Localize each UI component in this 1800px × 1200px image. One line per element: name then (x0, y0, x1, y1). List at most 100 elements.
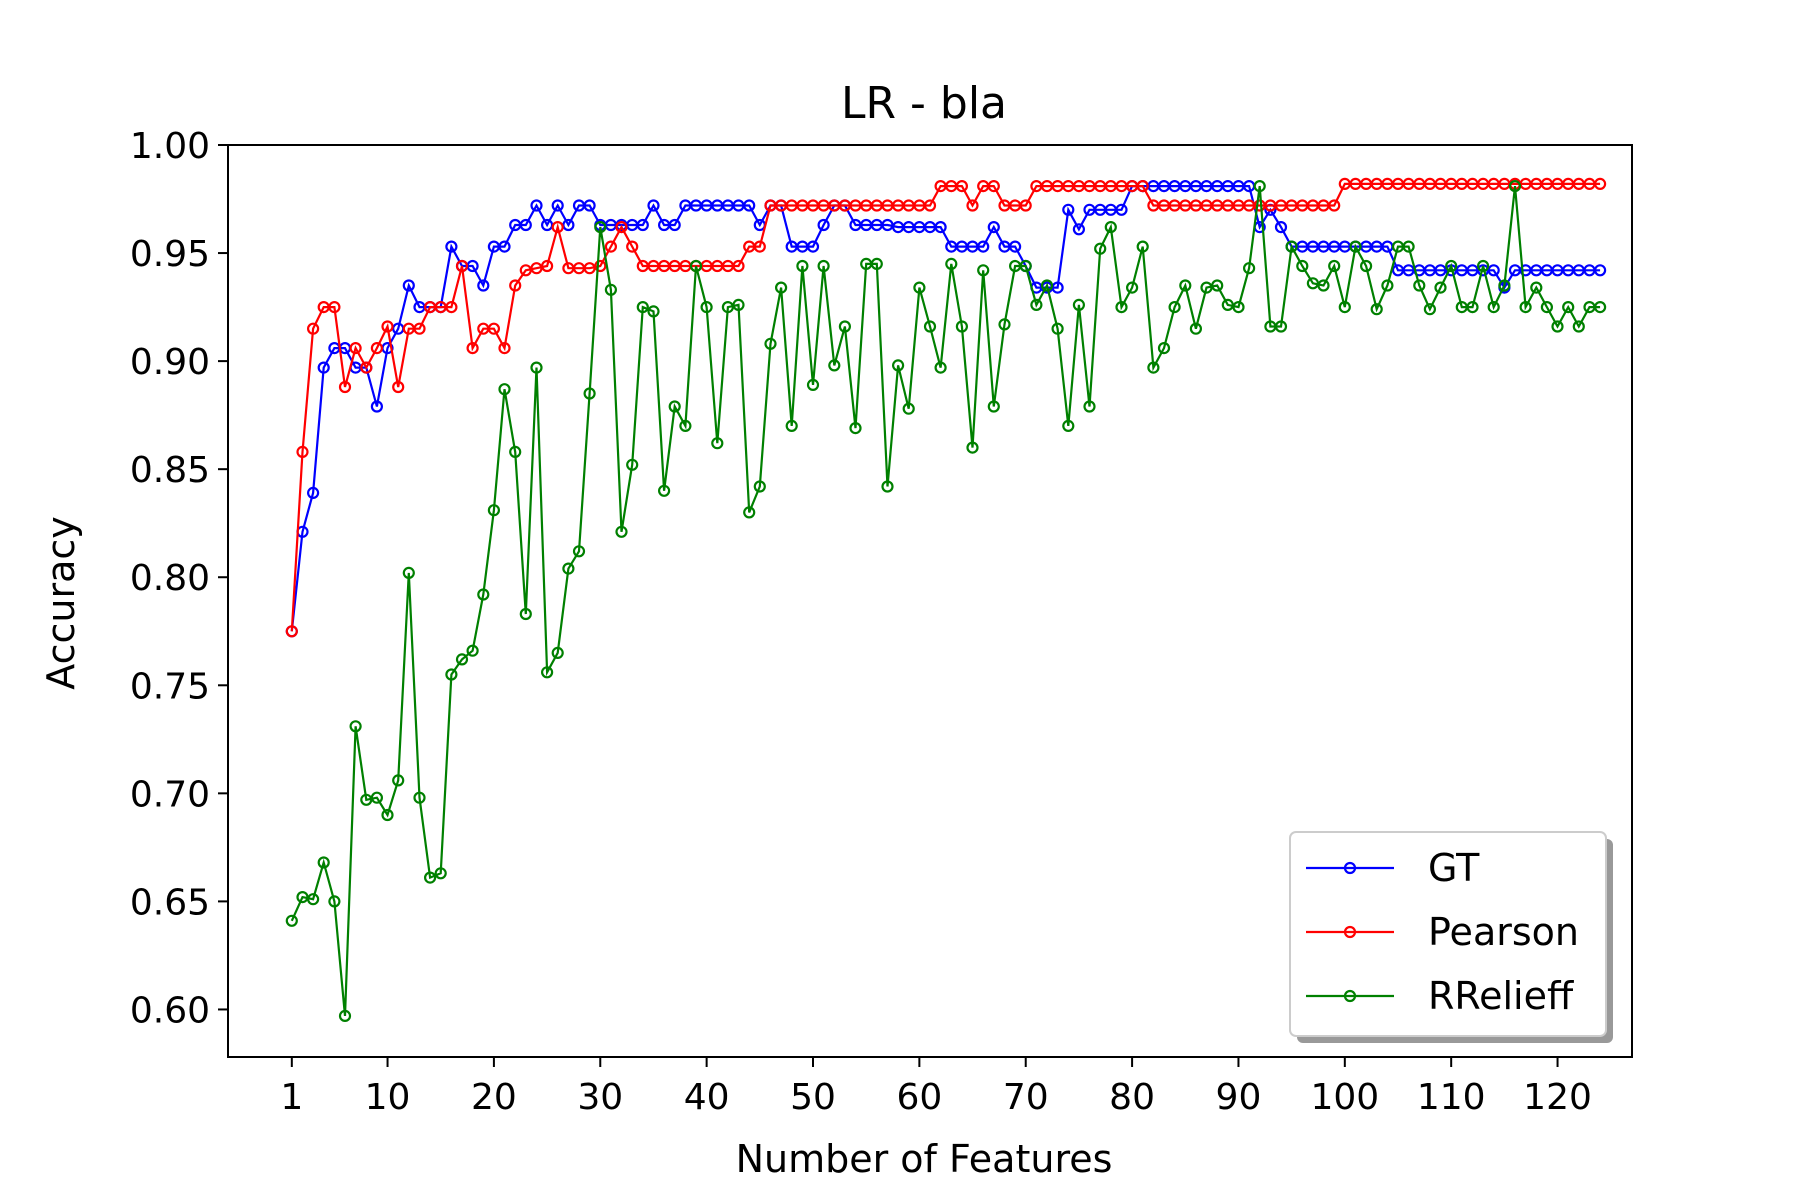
data-point (626, 458, 639, 471)
data-point (1445, 259, 1458, 273)
legend-item-pearson: Pearson (1306, 910, 1579, 954)
data-point (1253, 180, 1266, 193)
legend-box (1289, 831, 1607, 1037)
series-line-rrelieff (290, 185, 1601, 1017)
data-point (317, 361, 330, 374)
data-point (785, 419, 798, 432)
data-point (743, 199, 756, 212)
x-tick-label: 20 (471, 1077, 517, 1118)
data-point (1508, 180, 1522, 193)
y-tick-label: 0.60 (130, 990, 210, 1031)
data-point (700, 301, 713, 314)
x-axis-label: Number of Features (736, 1137, 1113, 1181)
data-point (806, 240, 820, 253)
data-point (551, 221, 564, 234)
data-point (1083, 400, 1096, 413)
data-point (1211, 279, 1224, 292)
data-point (1030, 298, 1043, 311)
data-point (828, 359, 841, 372)
data-point (1487, 264, 1500, 277)
data-point (753, 240, 766, 253)
axes-layer: 1 10 20 30 40 50 60 70 80 90 100 110 1200.600.650.70… (130, 126, 1633, 1118)
data-point (285, 625, 298, 638)
data-point (955, 320, 969, 333)
data-point (636, 218, 649, 232)
data-point (1296, 259, 1309, 273)
data-point (1285, 240, 1298, 253)
data-point (1040, 279, 1054, 292)
y-tick-label: 0.85 (130, 450, 210, 491)
y-tick-label: 0.75 (130, 666, 210, 707)
data-point (1338, 301, 1351, 314)
data-point (1136, 180, 1149, 193)
data-point (583, 387, 596, 400)
data-point (626, 240, 639, 253)
data-point (1019, 259, 1032, 273)
data-point (647, 199, 660, 212)
data-point (1072, 223, 1086, 236)
data-point (1168, 301, 1181, 314)
data-point (732, 298, 745, 311)
data-point (1381, 279, 1394, 292)
x-tick-label: 80 (1109, 1077, 1155, 1118)
data-point (806, 378, 820, 391)
data-point (509, 279, 522, 292)
data-point (615, 221, 628, 234)
data-point (977, 264, 990, 277)
data-point (849, 422, 862, 435)
x-tick-label: 70 (1003, 1077, 1049, 1118)
data-point (540, 259, 554, 273)
data-point (307, 486, 320, 499)
data-point (424, 871, 437, 884)
data-point (477, 279, 490, 292)
data-point (392, 380, 405, 394)
data-point (551, 646, 564, 660)
data-point (338, 380, 352, 394)
data-point (434, 867, 447, 880)
data-point (370, 342, 383, 355)
data-point (913, 281, 926, 294)
data-point (445, 301, 458, 314)
data-point (1551, 320, 1564, 333)
data-point (1402, 240, 1415, 253)
data-point (445, 668, 458, 681)
data-point (668, 218, 681, 232)
data-point (1157, 342, 1171, 355)
data-point (934, 361, 947, 374)
data-point (955, 180, 969, 193)
data-point (987, 180, 1000, 193)
data-point (349, 720, 362, 733)
legend-label: RRelieff (1428, 974, 1574, 1018)
data-point (615, 525, 628, 538)
data-point (1593, 177, 1607, 190)
data-point (711, 437, 724, 450)
data-point (1062, 203, 1075, 216)
data-point (509, 445, 522, 458)
data-point (413, 791, 426, 804)
data-point (1413, 279, 1426, 292)
series-pearson (285, 177, 1607, 638)
data-point (594, 221, 607, 234)
data-point (1498, 279, 1511, 292)
data-point (998, 318, 1011, 331)
data-point (328, 895, 341, 908)
data-point (1328, 259, 1341, 273)
data-point (370, 400, 383, 413)
data-point (317, 856, 330, 869)
data-point (498, 383, 511, 396)
data-point (689, 259, 703, 273)
data-point (381, 320, 394, 333)
data-point (1359, 259, 1373, 273)
data-point (1104, 221, 1117, 234)
data-point (923, 199, 937, 212)
data-point (328, 301, 341, 314)
data-point (934, 221, 947, 234)
data-point (572, 545, 586, 558)
legend: GT Pearson RRelieff (1289, 831, 1613, 1043)
data-point (923, 320, 937, 333)
data-point (881, 480, 894, 493)
data-point (774, 281, 788, 294)
data-point (1221, 298, 1234, 311)
x-tick-label: 1 (280, 1077, 303, 1118)
